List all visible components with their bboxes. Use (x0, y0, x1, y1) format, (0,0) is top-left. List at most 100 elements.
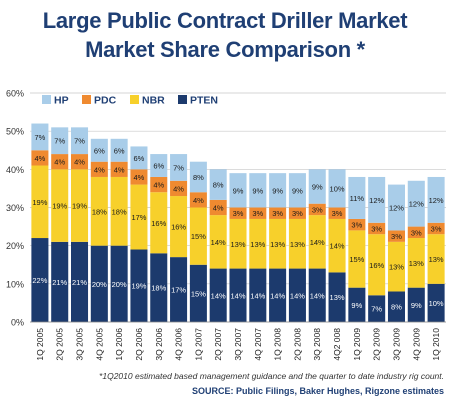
data-label: 13% (230, 240, 245, 249)
x-tick-label: 2Q 2007 (213, 328, 223, 361)
legend-swatch-pdc (82, 95, 91, 104)
bar-segment-pdc (71, 154, 89, 170)
bar-segment-hp (407, 180, 425, 227)
bar-segment-nbr (249, 218, 267, 269)
bar-segment-nbr (308, 215, 326, 269)
bar-segment-nbr (150, 192, 168, 254)
bar-segment-pdc (110, 161, 128, 177)
data-label: 9% (292, 186, 303, 195)
data-label: 7% (371, 305, 382, 314)
data-label: 4% (74, 158, 85, 167)
data-label: 4% (173, 184, 184, 193)
bar-segment-nbr (427, 234, 445, 284)
data-label: 7% (54, 137, 65, 146)
data-label: 4% (193, 196, 204, 205)
data-label: 14% (310, 238, 325, 247)
data-label: 18% (92, 207, 107, 216)
data-label: 7% (34, 133, 45, 142)
bar-segment-hp (427, 176, 445, 223)
y-tick-label: 50% (6, 127, 24, 137)
data-label: 19% (72, 202, 87, 211)
bar-segment-hp (288, 173, 306, 208)
bar-segment-pdc (368, 222, 386, 235)
bar-segment-nbr (31, 165, 49, 239)
data-label: 19% (52, 202, 67, 211)
footnote: *1Q2010 estimated based management guida… (99, 371, 444, 381)
bar-segment-pten (209, 268, 227, 322)
data-label: 12% (429, 196, 444, 205)
x-tick-label: 3Q 2007 (233, 328, 243, 361)
data-label: 13% (409, 259, 424, 268)
bar-segment-hp (71, 127, 89, 155)
data-label: 18% (112, 207, 127, 216)
data-label: 17% (131, 213, 146, 222)
data-label: 7% (173, 163, 184, 172)
x-tick-label: 1Q 2007 (193, 328, 203, 361)
bar-segment-pdc (308, 203, 326, 216)
x-tick-label: 2Q 2005 (55, 328, 65, 361)
data-label: 12% (389, 204, 404, 213)
data-label: 3% (351, 221, 362, 230)
bar-segment-hp (209, 169, 227, 200)
data-label: 13% (429, 255, 444, 264)
bar-segment-nbr (189, 207, 207, 265)
data-label: 8% (391, 303, 402, 312)
x-tick-label: 1Q 2010 (431, 328, 441, 361)
x-tick-label: 1Q 2009 (352, 328, 362, 361)
chart-title-line-2: Market Share Comparison * (85, 37, 365, 62)
data-label: 4% (114, 165, 125, 174)
bar-segment-hp (328, 169, 346, 208)
data-label: 3% (332, 209, 343, 218)
data-label: 14% (270, 291, 285, 300)
bar-segment-nbr (51, 169, 69, 242)
bar-segment-pten (150, 253, 168, 322)
bar-segment-hp (51, 127, 69, 155)
bar-segment-pten (110, 245, 128, 322)
bar-segment-pdc (209, 199, 227, 216)
data-label: 7% (74, 137, 85, 146)
bar-segment-pten (229, 268, 247, 322)
x-tick-label: 3Q 2009 (391, 328, 401, 361)
bar-segment-nbr (387, 241, 405, 292)
bar-segment-hp (31, 123, 49, 151)
data-label: 4% (134, 173, 145, 182)
bar-segment-nbr (110, 176, 128, 246)
bar-segment-hp (90, 138, 108, 162)
data-label: 20% (112, 280, 127, 289)
x-tick-label: 4Q 2005 (94, 328, 104, 361)
bar-segment-pten (348, 287, 366, 322)
data-label: 9% (252, 186, 263, 195)
bar-segment-nbr (209, 215, 227, 269)
data-label: 19% (32, 198, 47, 207)
legend-label-pten: PTEN (190, 95, 218, 107)
legend-label-nbr: NBR (142, 95, 165, 107)
bar-segment-pdc (31, 150, 49, 166)
bar-segment-hp (387, 184, 405, 231)
bar-segment-pten (71, 241, 89, 322)
bar-segment-pdc (288, 207, 306, 219)
data-label: 3% (272, 209, 283, 218)
data-label: 3% (411, 228, 422, 237)
data-label: 9% (351, 301, 362, 310)
bar-segment-pten (368, 295, 386, 322)
data-label: 19% (131, 282, 146, 291)
data-label: 14% (211, 238, 226, 247)
data-label: 13% (250, 240, 265, 249)
bar-segment-pten (427, 283, 445, 322)
bar-segment-pdc (407, 226, 425, 239)
data-label: 4% (153, 181, 164, 190)
bar-segment-pdc (189, 192, 207, 208)
data-label: 16% (151, 219, 166, 228)
data-label: 16% (369, 261, 384, 270)
chart-title-line-1: Large Public Contract Driller Market (42, 8, 408, 33)
bar-segment-hp (110, 138, 128, 162)
bar-segment-pdc (387, 230, 405, 242)
bar-segment-pdc (249, 207, 267, 219)
data-label: 9% (411, 301, 422, 310)
x-tick-label: 4Q2 008 (332, 328, 342, 361)
data-label: 9% (233, 186, 244, 195)
data-label: 14% (330, 242, 345, 251)
y-tick-label: 0% (11, 318, 24, 328)
data-label: 15% (191, 289, 206, 298)
bar-segment-pten (51, 241, 69, 322)
